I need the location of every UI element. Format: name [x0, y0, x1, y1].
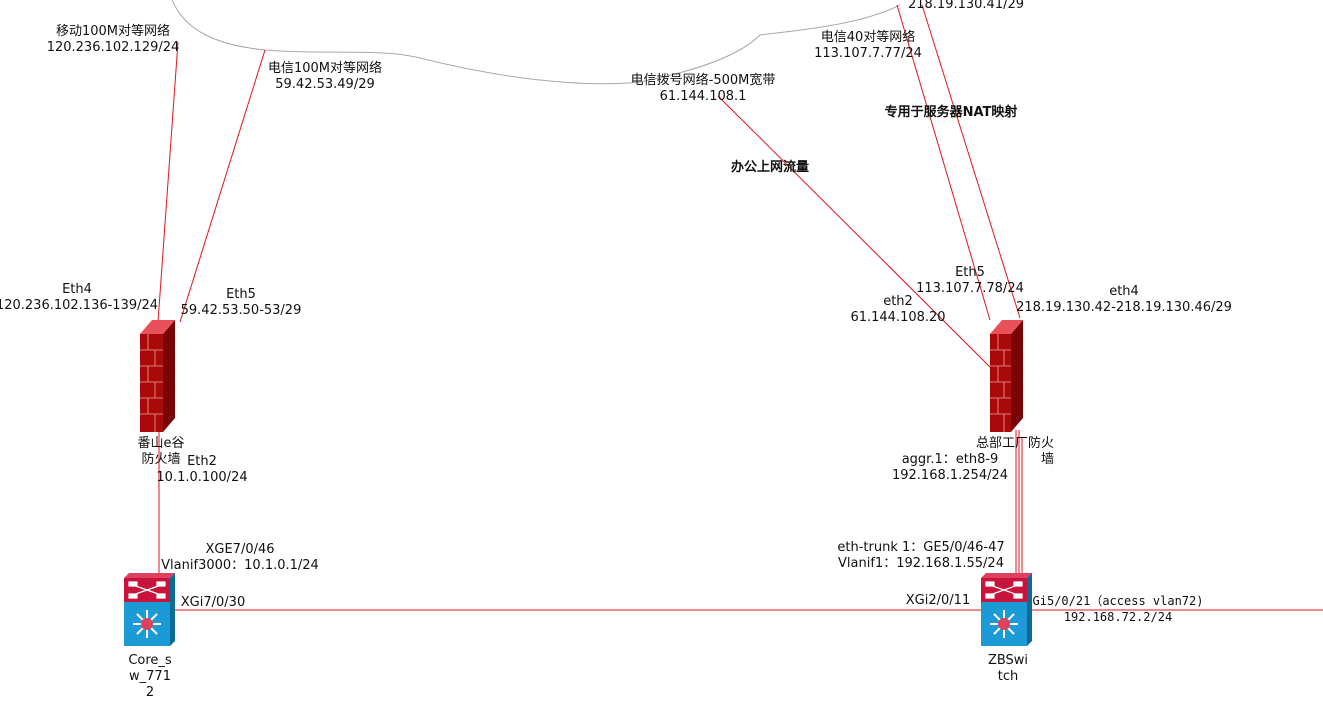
link-label-dialup: 电信拨号网络-500M宽带 61.144.108.1	[630, 73, 776, 104]
firewall-icon[interactable]	[990, 320, 1023, 432]
link-label-218: 218.19.130.41/29	[907, 0, 1025, 12]
link-label-telecom-40: 电信40对等网络 113.107.7.77/24	[814, 30, 922, 61]
link-label-telecom-100m: 电信100M对等网络 59.42.53.49/29	[267, 61, 383, 92]
device-label-left-firewall: 番山e谷防火墙	[137, 436, 185, 467]
port-label-eth4: Eth4 120.236.102.136-139/24	[0, 282, 159, 313]
port-label-xgi2-0-11: XGi2/0/11	[905, 593, 971, 608]
layer3-switch-icon[interactable]	[981, 573, 1032, 646]
port-label-eth2: eth2 61.144.108.20	[850, 294, 946, 325]
link-telecom-40	[896, 4, 991, 321]
link-telecom-100m	[179, 49, 266, 323]
port-label-xge7-0-46: XGE7/0/46 Vlanif3000：10.1.0.1/24	[161, 542, 319, 573]
port-label-eth2: Eth2 10.1.0.100/24	[156, 454, 248, 485]
annotation-nat: 专用于服务器NAT映射	[884, 105, 1018, 120]
port-label-eth4: eth4 218.19.130.42-218.19.130.46/29	[1016, 284, 1232, 315]
link-label-mobile: 移动100M对等网络 120.236.102.129/24	[46, 24, 180, 55]
port-label-eth5: Eth5 113.107.7.78/24	[916, 265, 1024, 296]
port-label-aggr: aggr.1：eth8-9 192.168.1.254/24	[891, 452, 1009, 483]
port-label-xgi7-0-30: XGi7/0/30	[180, 595, 246, 610]
device-label-core-switch: Core_sw_7712	[128, 653, 172, 700]
port-label-eth-trunk: eth-trunk 1：GE5/0/46-47 Vlanif1：192.168.1…	[837, 540, 1005, 571]
port-label-eth5: Eth5 59.42.53.50-53/29	[180, 287, 302, 318]
link-telecom-dialup	[717, 95, 996, 373]
device-label-zbswitch: ZBSwitch	[987, 653, 1029, 684]
device-label-right-firewall: 总部工厂防火墙	[975, 436, 1054, 467]
port-label-access: Gi5/0/21（access vlan72) 192.168.72.2/24	[1032, 594, 1204, 624]
firewall-icon[interactable]	[140, 320, 175, 432]
link-mobile-100m	[157, 41, 179, 323]
layer3-switch-icon[interactable]	[124, 573, 175, 646]
link-nat-218	[921, 4, 1021, 319]
annotation-office: 办公上网流量	[730, 160, 810, 175]
